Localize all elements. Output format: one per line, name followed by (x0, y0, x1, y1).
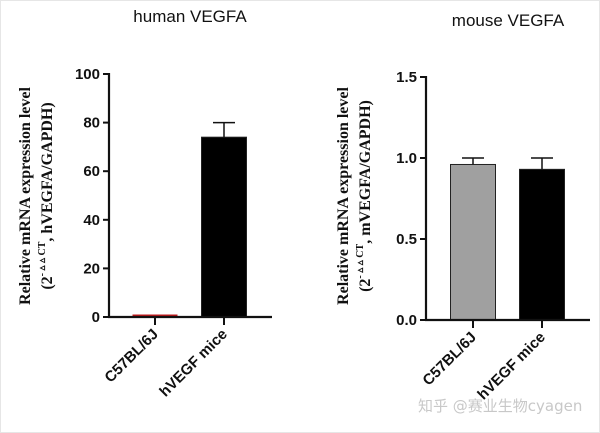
chart-mouse-vegfa: mouse VEGFA Relative mRNA expression lev… (335, 11, 590, 403)
y-tick-label: 100 (75, 66, 100, 83)
bar-c57bl-6j (450, 163, 496, 321)
ylabel-superscript: - ▵ ▵ CT (355, 243, 366, 278)
y-axis-label: Relative mRNA expression level (2- ▵ ▵ C… (17, 87, 56, 305)
watermark: 知乎 @赛业生物cyagen (418, 397, 582, 415)
y-axis-label-line2: (2- ▵ ▵ CT, hVEGFA/GAPDH) (37, 102, 56, 289)
ylabel-prefix: (2 (357, 279, 374, 292)
y-tick-label: 80 (83, 115, 100, 132)
chart-title: human VEGFA (133, 7, 247, 26)
x-tick-label: C57BL/6J (419, 329, 479, 389)
ylabel-prefix: (2 (39, 276, 56, 289)
y-tick-label: 0.5 (396, 231, 417, 248)
y-tick-label: 0.0 (396, 312, 417, 329)
y-tick-label: 0 (92, 309, 100, 326)
y-axis-label: Relative mRNA expression level (2- ▵ ▵ C… (335, 87, 374, 305)
chart-human-vegfa: human VEGFA Relative mRNA expression lev… (17, 7, 272, 400)
x-tick-label: hVEGF mice (156, 326, 231, 401)
ylabel-suffix: , mVEGFA/GAPDH) (357, 100, 374, 244)
y-tick-label: 1.0 (396, 150, 417, 167)
bar-c57bl-6j (132, 314, 178, 317)
y-axis-label-line1: Relative mRNA expression level (335, 87, 352, 305)
y-axis-label-line2: (2- ▵ ▵ CT, mVEGFA/GAPDH) (355, 100, 374, 292)
ylabel-superscript: - ▵ ▵ CT (37, 241, 48, 276)
x-tick-label: C57BL/6J (101, 326, 161, 386)
ylabel-suffix: , hVEGFA/GAPDH) (39, 102, 56, 241)
bar-hvegf-mice (201, 136, 247, 318)
y-tick-label: 1.5 (396, 69, 417, 86)
y-tick-label: 20 (83, 260, 100, 277)
y-axis-label-line1: Relative mRNA expression level (17, 87, 34, 305)
x-tick-label: hVEGF mice (474, 329, 549, 404)
chart-title: mouse VEGFA (452, 11, 565, 30)
y-tick-label: 40 (83, 212, 100, 229)
y-tick-label: 60 (83, 163, 100, 180)
bar-hvegf-mice (519, 168, 565, 321)
